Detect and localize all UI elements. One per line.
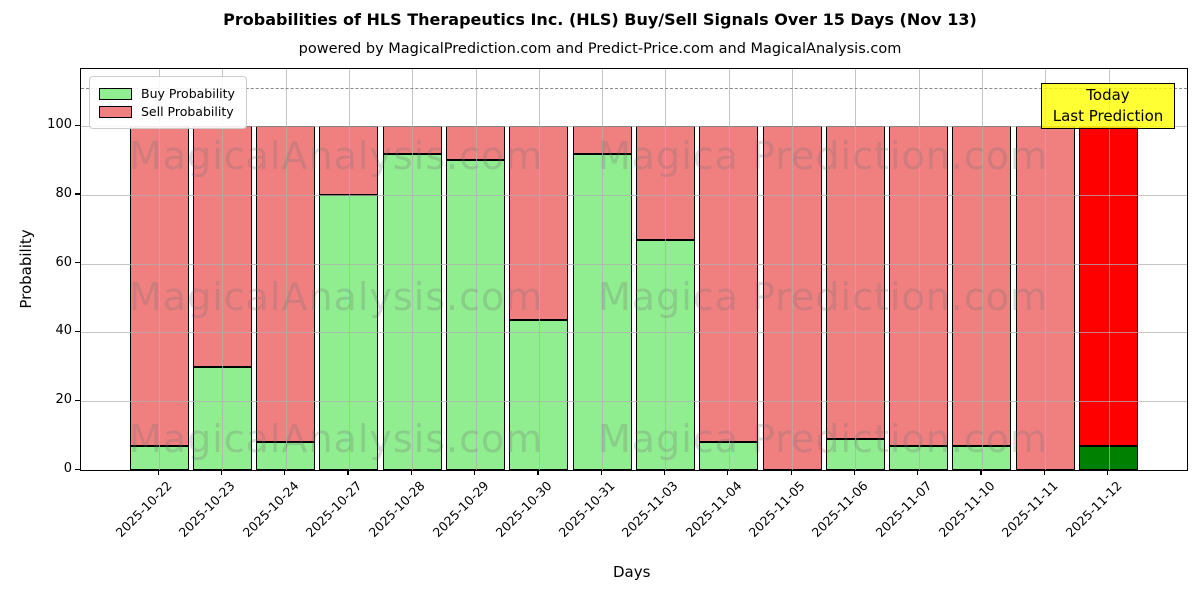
- y-tick-mark: [75, 468, 80, 470]
- x-tick-mark: [917, 470, 919, 475]
- x-axis-label: Days: [613, 563, 651, 581]
- annotation-line-2: Last Prediction: [1052, 107, 1164, 125]
- y-tick-label: 0: [63, 461, 72, 476]
- x-tick-mark: [727, 470, 729, 475]
- y-tick-mark: [75, 124, 80, 126]
- watermark-text: MagicalAnalysis.com: [129, 417, 544, 461]
- v-gridline: [1108, 69, 1110, 470]
- plot-area: Buy Probability Sell Probability Today L…: [80, 68, 1188, 471]
- watermark-text: MagicalAnalysis.com: [129, 275, 544, 319]
- chart-title: Probabilities of HLS Therapeutics Inc. (…: [223, 10, 977, 29]
- x-tick-mark: [220, 470, 223, 475]
- x-tick-mark: [474, 470, 476, 475]
- h-gridline: [81, 401, 1187, 403]
- watermark-text: Magica Prediction.com: [598, 134, 1049, 178]
- v-gridline: [285, 69, 287, 470]
- today-annotation: Today Last Prediction: [1041, 83, 1175, 129]
- v-gridline: [475, 69, 477, 470]
- y-tick-label: 80: [55, 185, 72, 201]
- legend-item-sell: Sell Probability: [99, 104, 235, 119]
- v-gridline: [538, 69, 540, 470]
- v-gridline: [412, 69, 414, 470]
- legend-sell-label: Sell Probability: [141, 104, 234, 119]
- v-gridline: [602, 69, 604, 470]
- y-tick-label: 60: [55, 254, 72, 270]
- y-tick-label: 100: [47, 117, 72, 132]
- x-tick-mark: [410, 470, 412, 475]
- h-gridline: [81, 332, 1187, 334]
- y-tick-label: 40: [55, 323, 72, 339]
- h-gridline: [81, 263, 1187, 265]
- y-tick-mark: [75, 193, 80, 195]
- x-tick-mark: [284, 470, 286, 475]
- y-tick-mark: [75, 262, 80, 264]
- x-tick-mark: [980, 470, 982, 475]
- v-gridline: [348, 69, 350, 470]
- v-gridline: [792, 69, 793, 470]
- h-gridline: [81, 194, 1187, 196]
- watermark-text: MagicalAnalysis.com: [129, 134, 544, 178]
- watermark-text: Magica Prediction.com: [598, 275, 1049, 319]
- legend: Buy Probability Sell Probability: [89, 76, 247, 129]
- x-tick-mark: [1107, 470, 1109, 475]
- x-tick-mark: [853, 470, 856, 475]
- v-gridline: [918, 69, 920, 470]
- v-gridline: [855, 69, 857, 470]
- x-tick-mark: [537, 470, 539, 475]
- v-gridline: [222, 69, 224, 470]
- annotation-line-1: Today: [1086, 86, 1130, 104]
- v-gridline: [1045, 69, 1047, 470]
- x-tick-mark: [157, 470, 159, 475]
- buy-swatch-icon: [99, 87, 132, 100]
- y-tick-label: 20: [55, 392, 72, 408]
- x-tick-mark: [347, 470, 349, 475]
- legend-item-buy: Buy Probability: [99, 86, 235, 101]
- v-gridline: [159, 69, 160, 470]
- x-tick-mark: [663, 470, 666, 475]
- h-gridline: [81, 126, 1187, 127]
- legend-buy-label: Buy Probability: [141, 86, 235, 101]
- v-gridline: [981, 69, 983, 470]
- chart-subtitle: powered by MagicalPrediction.com and Pre…: [298, 41, 902, 57]
- watermark-text: Magica Prediction.com: [598, 417, 1049, 461]
- y-tick-mark: [75, 399, 80, 401]
- v-gridline: [728, 69, 730, 470]
- v-gridline: [665, 69, 667, 470]
- sell-swatch-icon: [99, 105, 132, 118]
- x-tick-mark: [790, 470, 792, 475]
- x-tick-mark: [1043, 470, 1045, 475]
- y-tick-mark: [75, 330, 80, 333]
- dashed-reference-line: [81, 88, 1187, 90]
- x-tick-mark: [600, 470, 602, 475]
